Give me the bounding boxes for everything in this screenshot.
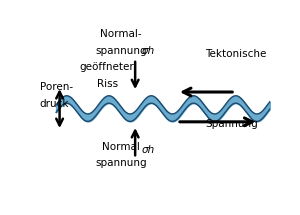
Text: Poren-: Poren- xyxy=(40,82,73,92)
Text: σh: σh xyxy=(142,145,155,155)
Text: Normal: Normal xyxy=(102,142,140,152)
Text: σh: σh xyxy=(142,46,155,56)
Text: Spannung: Spannung xyxy=(205,118,258,129)
Text: geöffneter: geöffneter xyxy=(80,62,135,72)
Text: Normal-: Normal- xyxy=(100,29,142,39)
Text: druck: druck xyxy=(40,99,69,109)
Text: Riss: Riss xyxy=(97,79,118,89)
Text: spannung: spannung xyxy=(95,158,147,168)
Text: Tektonische: Tektonische xyxy=(205,49,266,59)
Text: spannung: spannung xyxy=(95,46,147,56)
